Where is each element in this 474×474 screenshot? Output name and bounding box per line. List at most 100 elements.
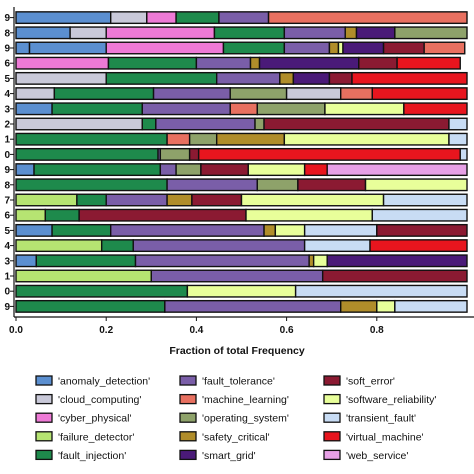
- legend-label: 'virtual_machine': [346, 431, 424, 443]
- legend-swatch: [323, 393, 341, 405]
- bar-segment: [15, 26, 71, 40]
- legend-label: 'safety_critical': [202, 431, 270, 443]
- bar-segment: [303, 163, 328, 177]
- bar-segment: [76, 193, 107, 207]
- bar-segment: [355, 26, 396, 40]
- y-tick-label: 9: [4, 302, 10, 313]
- bar-segment: [197, 147, 461, 161]
- bar-segment: [340, 299, 378, 313]
- bar-segment: [303, 239, 371, 253]
- legend-swatch: [35, 431, 53, 442]
- bar-segment: [15, 223, 53, 237]
- y-tick-label: 0: [4, 150, 10, 161]
- bar-segment: [105, 71, 218, 85]
- bar-segment: [186, 284, 297, 298]
- bar-segment: [274, 223, 306, 237]
- bars-layer: [15, 11, 468, 313]
- bar-segment: [188, 132, 218, 146]
- legend-label: 'smart_grid': [202, 450, 256, 462]
- y-tick-label: 6: [4, 211, 10, 222]
- bar-segment: [326, 254, 468, 268]
- bar-segment: [394, 299, 468, 313]
- bar-segment: [292, 71, 331, 85]
- bar-segment: [15, 269, 153, 283]
- x-tick-label: 0.0: [9, 325, 23, 336]
- bar-segment: [53, 87, 155, 101]
- legend-label: 'transient_fault': [346, 413, 416, 425]
- bar-segment: [312, 254, 328, 268]
- legend-label: 'cyber_physical': [58, 413, 131, 425]
- bar-segment: [141, 117, 157, 131]
- bar-segment: [283, 132, 450, 146]
- bar-segment: [15, 87, 56, 101]
- bar-segment: [376, 299, 396, 313]
- bar-segment: [78, 208, 247, 222]
- legend-swatch: [179, 412, 197, 423]
- bar-segment: [247, 163, 306, 177]
- bar-segment: [324, 102, 405, 116]
- legend-label: 'fault_tolerance': [202, 376, 275, 388]
- bar-segment: [164, 299, 342, 313]
- bar-segment: [141, 102, 231, 116]
- bar-segment: [321, 269, 468, 283]
- bar-segment: [51, 223, 112, 237]
- bar-segment: [134, 254, 310, 268]
- bar-segment: [15, 208, 47, 222]
- bar-segment: [159, 147, 191, 161]
- bar-segment: [218, 11, 270, 25]
- bar-segment: [175, 163, 202, 177]
- legend-label: 'machine_learning': [202, 394, 289, 406]
- bar-segment: [256, 102, 326, 116]
- y-tick-label: 4: [4, 89, 10, 100]
- legend-label: 'web_service': [346, 450, 408, 462]
- y-tick-label: 1: [4, 272, 10, 283]
- bar-segment: [369, 239, 468, 253]
- bar-segment: [15, 193, 78, 207]
- bar-segment: [394, 26, 468, 40]
- legend-swatch: [179, 431, 197, 442]
- bar-segment: [267, 11, 468, 25]
- y-tick-label: 7: [4, 196, 10, 207]
- bar-segment: [100, 239, 134, 253]
- bar-segment: [15, 299, 166, 313]
- bar-segment: [15, 254, 37, 268]
- bar-segment: [448, 132, 468, 146]
- bar-segment: [69, 26, 107, 40]
- bar-segment: [303, 223, 378, 237]
- legend-swatch: [35, 393, 53, 405]
- bar-segment: [200, 163, 249, 177]
- legend-swatch: [179, 375, 197, 386]
- bar-segment: [448, 117, 468, 131]
- bar-segment: [15, 239, 103, 253]
- bar-segment: [364, 178, 468, 192]
- bar-segment: [15, 163, 35, 177]
- bar-segment: [15, 147, 159, 161]
- bar-segment: [371, 87, 468, 101]
- y-tick-label: 9: [4, 44, 10, 55]
- legend-label: 'software_reliability': [346, 394, 436, 406]
- bar-segment: [459, 147, 468, 161]
- legend-swatch: [35, 449, 53, 461]
- bar-segment: [15, 56, 110, 70]
- bar-segment: [15, 284, 189, 298]
- bar-segment: [105, 26, 216, 40]
- bar-segment: [371, 208, 468, 222]
- bar-segment: [191, 193, 243, 207]
- bar-segment: [240, 193, 385, 207]
- bar-segment: [403, 102, 468, 116]
- bar-segment: [294, 284, 468, 298]
- x-tick-label: 0.6: [280, 325, 294, 336]
- bar-segment: [283, 26, 346, 40]
- y-tick-label: 2: [4, 120, 10, 131]
- bar-segment: [188, 147, 200, 161]
- bar-segment: [229, 102, 258, 116]
- bar-segment: [105, 193, 168, 207]
- bar-segment: [15, 102, 53, 116]
- legend-label: 'soft_error': [346, 376, 395, 388]
- legend-swatch: [179, 449, 197, 461]
- bar-segment: [249, 56, 261, 70]
- bar-segment: [15, 71, 107, 85]
- bar-segment: [326, 163, 468, 177]
- legend-label: 'anomaly_detection': [58, 376, 150, 388]
